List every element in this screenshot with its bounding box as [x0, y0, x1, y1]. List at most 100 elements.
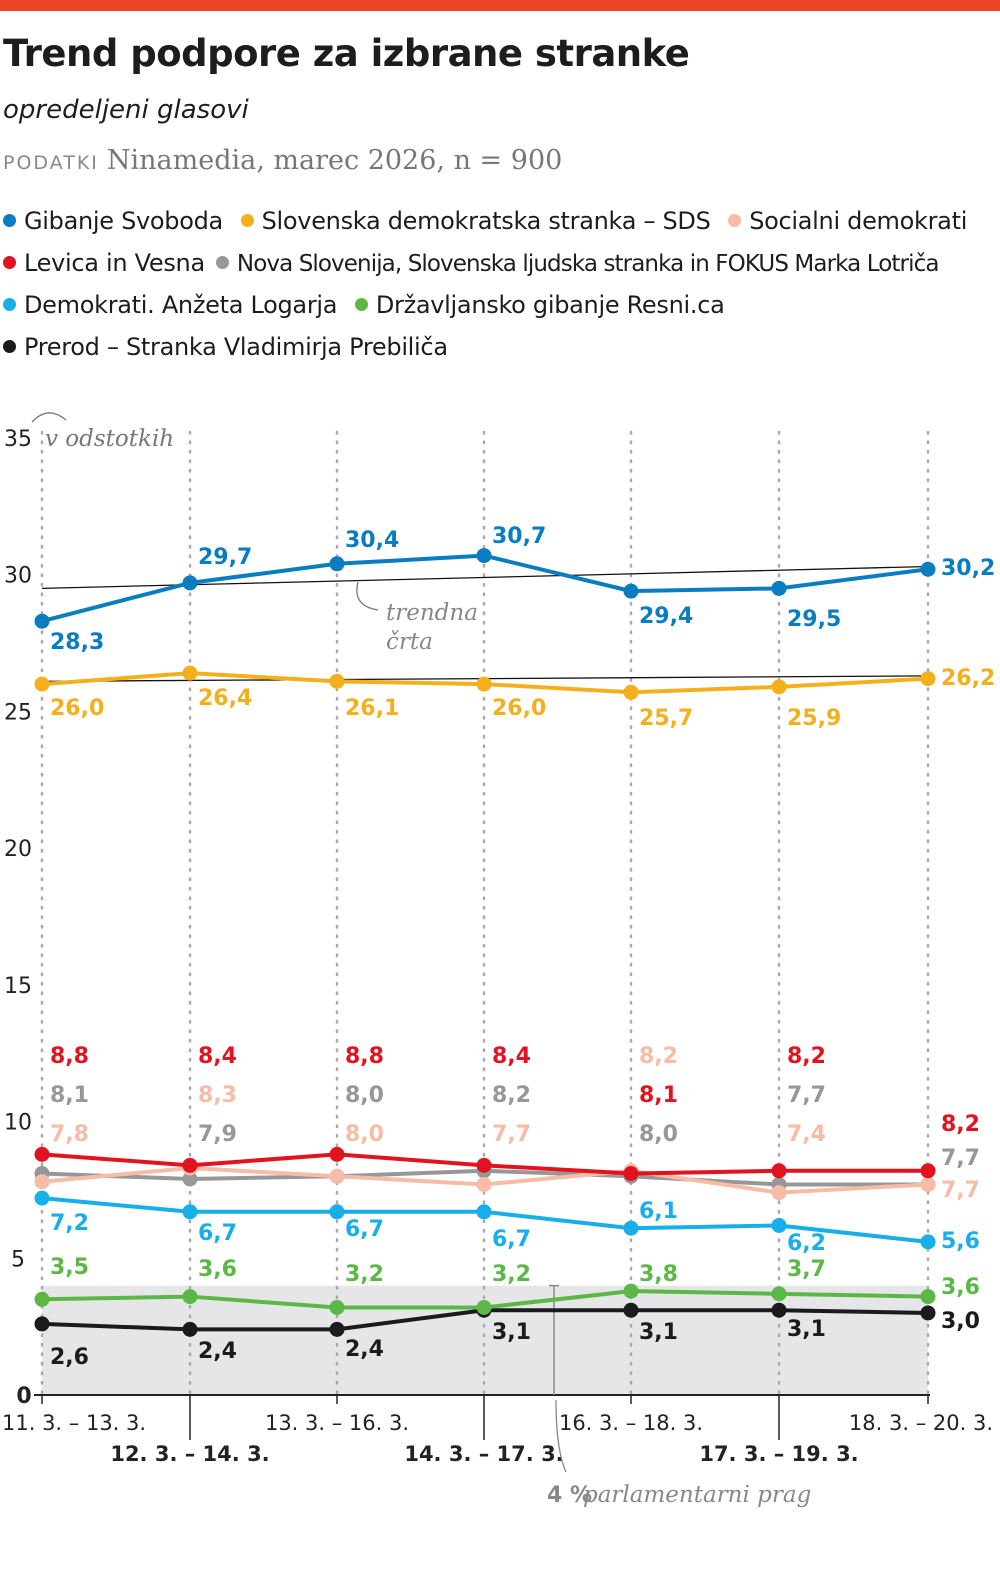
data-point	[623, 1166, 639, 1182]
data-label: 26,4	[198, 686, 252, 711]
data-label: 26,0	[492, 696, 546, 721]
data-point	[34, 676, 50, 692]
data-label: 28,3	[50, 630, 104, 655]
legend-label: Nova Slovenija, Slovenska ljudska strank…	[236, 251, 940, 277]
data-label: 8,4	[198, 1044, 237, 1069]
legend-label: Demokrati. Anžeta Logarja	[24, 291, 338, 319]
data-label: 30,7	[492, 524, 546, 549]
data-point	[34, 613, 50, 629]
top-accent-bar	[0, 0, 1000, 11]
threshold-value-label: 4 %	[547, 1483, 592, 1508]
data-label: 8,4	[492, 1044, 531, 1069]
y-tick-label: 20	[4, 837, 32, 862]
data-point	[182, 1289, 198, 1305]
data-point	[771, 580, 787, 596]
data-label: 3,1	[639, 1320, 678, 1345]
data-label: 3,6	[198, 1257, 237, 1282]
data-label: 2,4	[198, 1339, 237, 1364]
data-point	[34, 1190, 50, 1206]
legend-label: Gibanje Svoboda	[24, 207, 223, 235]
data-label: 7,7	[941, 1178, 980, 1203]
data-label: 6,7	[198, 1221, 237, 1246]
data-point	[476, 1157, 492, 1173]
data-point	[182, 1157, 198, 1173]
data-label: 26,2	[941, 666, 995, 691]
x-tick-label: 18. 3. – 20. 3.	[849, 1411, 993, 1435]
data-label: 30,2	[941, 556, 995, 581]
legend-dot-icon	[240, 214, 254, 227]
trend-annotation: črta	[386, 629, 433, 655]
data-label: 8,1	[50, 1083, 89, 1108]
x-tick-label: 12. 3. – 14. 3.	[110, 1442, 269, 1466]
legend-dot-icon	[3, 298, 16, 311]
data-label: 7,2	[50, 1211, 89, 1236]
data-label: 25,7	[639, 706, 693, 731]
legend-dot-icon	[3, 256, 16, 269]
data-label: 8,8	[50, 1044, 89, 1069]
data-label: 6,7	[492, 1227, 531, 1252]
data-point	[34, 1291, 50, 1307]
data-label: 3,0	[941, 1309, 980, 1334]
data-point	[182, 1171, 198, 1187]
data-point	[623, 583, 639, 599]
data-label: 3,2	[345, 1262, 384, 1287]
legend-dot-icon	[3, 340, 16, 353]
data-label: 8,2	[492, 1083, 531, 1108]
x-tick-label: 13. 3. – 16. 3.	[265, 1411, 409, 1435]
data-point	[34, 1146, 50, 1162]
legend-item: Gibanje Svoboda	[3, 200, 223, 242]
data-point	[771, 1163, 787, 1179]
data-point	[329, 1321, 345, 1337]
data-point	[623, 1220, 639, 1236]
data-point	[329, 556, 345, 572]
data-point	[920, 1305, 936, 1321]
legend-item: Socialni demokrati	[728, 200, 967, 242]
data-point	[476, 1176, 492, 1192]
data-point	[329, 673, 345, 689]
y-tick-label: 0	[16, 1384, 31, 1409]
data-label: 8,3	[198, 1083, 237, 1108]
data-point	[476, 1204, 492, 1220]
data-label: 3,2	[492, 1262, 531, 1287]
legend-dot-icon	[728, 214, 742, 227]
data-label: 2,4	[345, 1337, 384, 1362]
data-label: 2,6	[50, 1345, 89, 1370]
data-point	[771, 1286, 787, 1302]
y-axis-unit-label: v odstotkih	[45, 426, 174, 452]
data-point	[476, 548, 492, 564]
data-label: 3,6	[941, 1275, 980, 1300]
legend-item: Levica in Vesna	[3, 242, 205, 284]
legend-label: Levica in Vesna	[24, 249, 205, 277]
chart-subtitle: opredeljeni glasovi	[3, 95, 249, 125]
data-point	[34, 1316, 50, 1332]
chart-title: Trend podpore za izbrane stranke	[3, 32, 690, 75]
data-label: 26,0	[50, 696, 104, 721]
data-label: 7,4	[787, 1122, 826, 1147]
data-label: 6,1	[639, 1199, 678, 1224]
data-point	[182, 665, 198, 681]
data-label: 30,4	[345, 528, 399, 553]
legend-dot-icon	[215, 256, 229, 269]
data-point	[329, 1204, 345, 1220]
legend-item: Demokrati. Anžeta Logarja	[3, 284, 337, 326]
data-point	[920, 561, 936, 577]
data-point	[771, 679, 787, 695]
data-label: 8,0	[345, 1083, 384, 1108]
data-point	[329, 1168, 345, 1184]
x-tick-label: 14. 3. – 17. 3.	[404, 1442, 563, 1466]
legend-item: Nova Slovenija, Slovenska ljudska strank…	[215, 242, 940, 285]
annotation-arrow-icon	[555, 1399, 567, 1473]
y-tick-label: 5	[11, 1247, 25, 1272]
data-point	[623, 1283, 639, 1299]
y-tick-label: 30	[4, 564, 32, 589]
y-tick-label: 35	[4, 427, 32, 452]
data-label: 3,7	[787, 1257, 826, 1282]
source-line: PODATKI Ninamedia, marec 2026, n = 900	[3, 145, 562, 176]
data-label: 3,1	[787, 1317, 826, 1342]
curved-arrow-icon	[31, 412, 67, 423]
legend-label: Socialni demokrati	[749, 207, 968, 235]
data-point	[329, 1146, 345, 1162]
data-label: 3,8	[639, 1262, 678, 1287]
data-label: 26,1	[345, 696, 399, 721]
data-point	[329, 1300, 345, 1316]
